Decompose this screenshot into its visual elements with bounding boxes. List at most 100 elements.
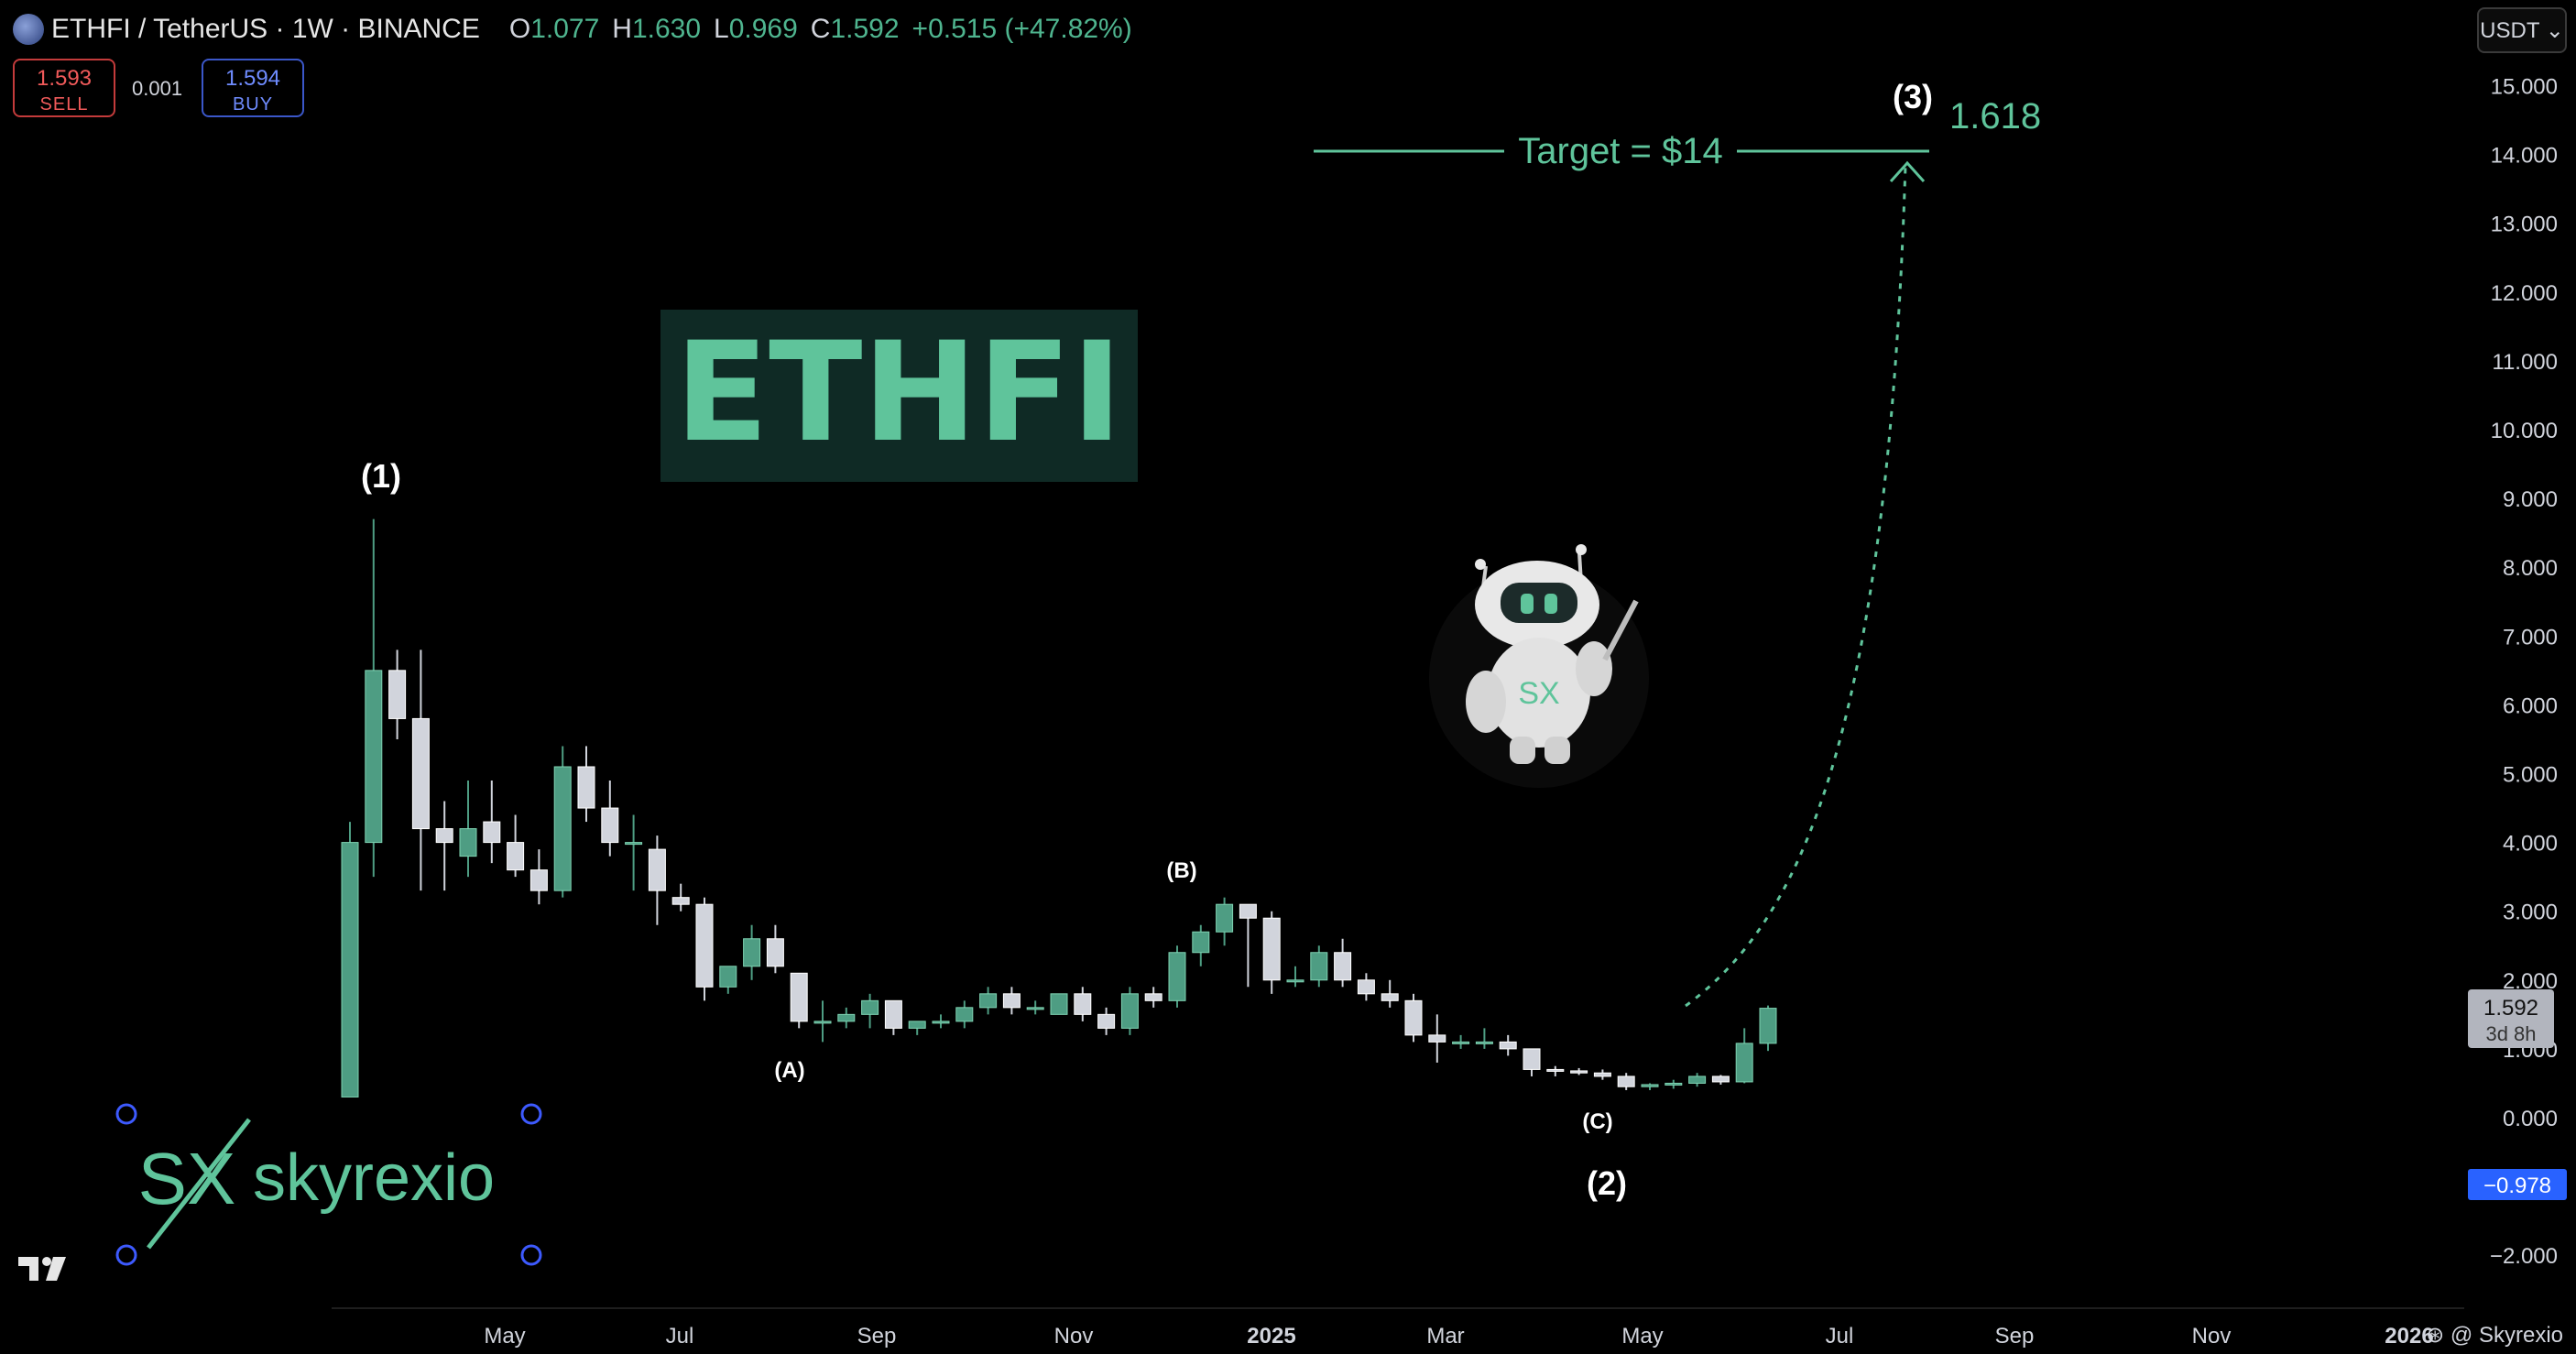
candle-body[interactable] [553,766,572,891]
candle-body[interactable] [908,1021,926,1029]
close-label: C [810,14,831,44]
author-credit: ⊛ @ Skyrexio [2426,1323,2563,1348]
candle-body[interactable] [507,842,525,871]
sell-label: SELL [39,94,89,115]
x-tick-label: Mar [1426,1324,1464,1349]
candle-body[interactable] [435,828,453,844]
projection-arrow [1685,164,1907,1008]
y-tick-label: 14.000 [2491,144,2558,169]
sell-button[interactable]: 1.593 SELL [13,59,115,117]
title-box [660,310,1138,482]
candle-body[interactable] [671,897,690,905]
currency-selector[interactable]: USDT ⌄ [2477,7,2567,53]
y-tick-label: 6.000 [2503,693,2558,718]
candle-body[interactable] [1381,993,1399,1001]
candle-body[interactable] [1735,1043,1753,1083]
wave-label-a: (A) [774,1058,804,1083]
svg-text:SX: SX [138,1138,236,1219]
x-tick-label: Jul [1826,1324,1854,1349]
candle-body[interactable] [1168,952,1186,1001]
candle-body[interactable] [861,999,879,1015]
candle-body[interactable] [743,938,761,967]
candle-body[interactable] [979,993,998,1009]
symbol-title[interactable]: ETHFI / TetherUS · 1W · BINANCE [51,14,480,44]
candle-body[interactable] [695,903,714,988]
sell-price: 1.593 [36,66,93,91]
candle-body[interactable] [1570,1070,1588,1074]
candle-body[interactable] [1546,1068,1565,1072]
x-tick-label: Jul [666,1324,694,1349]
buy-label: BUY [232,94,274,115]
candle-body[interactable] [955,1007,974,1022]
candle-body[interactable] [388,670,407,719]
candle-body[interactable] [719,966,737,988]
candle-body[interactable] [1475,1041,1493,1044]
candle-body[interactable] [1239,903,1257,919]
candle-body[interactable] [1310,952,1328,981]
candle-body[interactable] [459,828,477,857]
candle-body[interactable] [884,999,902,1029]
candle-body[interactable] [1262,917,1281,981]
candle-body[interactable] [1641,1084,1659,1087]
candle-body[interactable] [483,821,501,844]
candle-body[interactable] [932,1021,950,1024]
candle-body[interactable] [1404,999,1423,1036]
candle-body[interactable] [1120,993,1139,1029]
candle-body[interactable] [1452,1041,1470,1044]
svg-text:skyrexio: skyrexio [253,1141,495,1215]
candle-body[interactable] [601,807,619,844]
close-value: 1.592 [830,14,900,44]
target-label: Target = $14 [1518,131,1723,171]
candle-body[interactable] [648,848,666,891]
candle-body[interactable] [766,938,784,967]
candle-body[interactable] [1334,952,1352,981]
candle-body[interactable] [577,766,595,809]
candle-body[interactable] [625,842,643,846]
svg-text:1.592: 1.592 [2483,996,2538,1021]
candle-body[interactable] [1499,1041,1517,1050]
buy-button[interactable]: 1.594 BUY [202,59,304,117]
candle-body[interactable] [1002,993,1021,1009]
candle-body[interactable] [1759,1008,1777,1044]
candle-body[interactable] [1523,1048,1541,1070]
buy-price: 1.594 [224,66,281,91]
y-tick-label: 15.000 [2491,75,2558,100]
x-tick-label: Nov [2192,1324,2232,1349]
candle-body[interactable] [813,1021,832,1024]
candle-body[interactable] [1097,1013,1116,1029]
x-tick-label: May [484,1324,525,1349]
skyrexio-logo[interactable]: SX skyrexio [115,1103,542,1266]
candle-body[interactable] [1617,1076,1635,1087]
candle-body[interactable] [365,670,383,844]
candle-body[interactable] [1144,993,1162,1001]
candle-body[interactable] [1665,1082,1683,1086]
candle-body[interactable] [1074,993,1092,1015]
y-tick-label: 7.000 [2503,625,2558,650]
last-price-tag: 1.592 3d 8h [2468,989,2554,1048]
candle-body[interactable] [1357,979,1375,995]
y-tick-label: 0.000 [2503,1107,2558,1131]
candle-body[interactable] [1711,1076,1730,1083]
x-tick-label: Sep [857,1324,897,1349]
tradingview-logo-icon[interactable] [18,1253,77,1284]
candle-body[interactable] [411,717,430,830]
crosshair-price-tag: −0.978 [2468,1169,2567,1200]
candle-body[interactable] [790,972,808,1022]
spread-value: 0.001 [132,77,183,100]
candle-body[interactable] [529,869,548,891]
candle-body[interactable] [837,1013,856,1022]
candle-body[interactable] [1026,1007,1044,1010]
y-tick-label: 12.000 [2491,281,2558,306]
candle-body[interactable] [1593,1072,1611,1077]
candle-body[interactable] [1688,1076,1707,1084]
candle-body[interactable] [1192,931,1210,954]
candle-body[interactable] [341,842,359,1097]
candle-body[interactable] [1428,1034,1446,1043]
candle-body[interactable] [1050,993,1068,1015]
candle-body[interactable] [1216,903,1234,933]
candle-body[interactable] [1286,979,1304,983]
wave-label-3: (3) [1893,78,1933,115]
y-tick-label: −2.000 [2490,1244,2558,1269]
projection-arrowhead [1889,160,1926,183]
